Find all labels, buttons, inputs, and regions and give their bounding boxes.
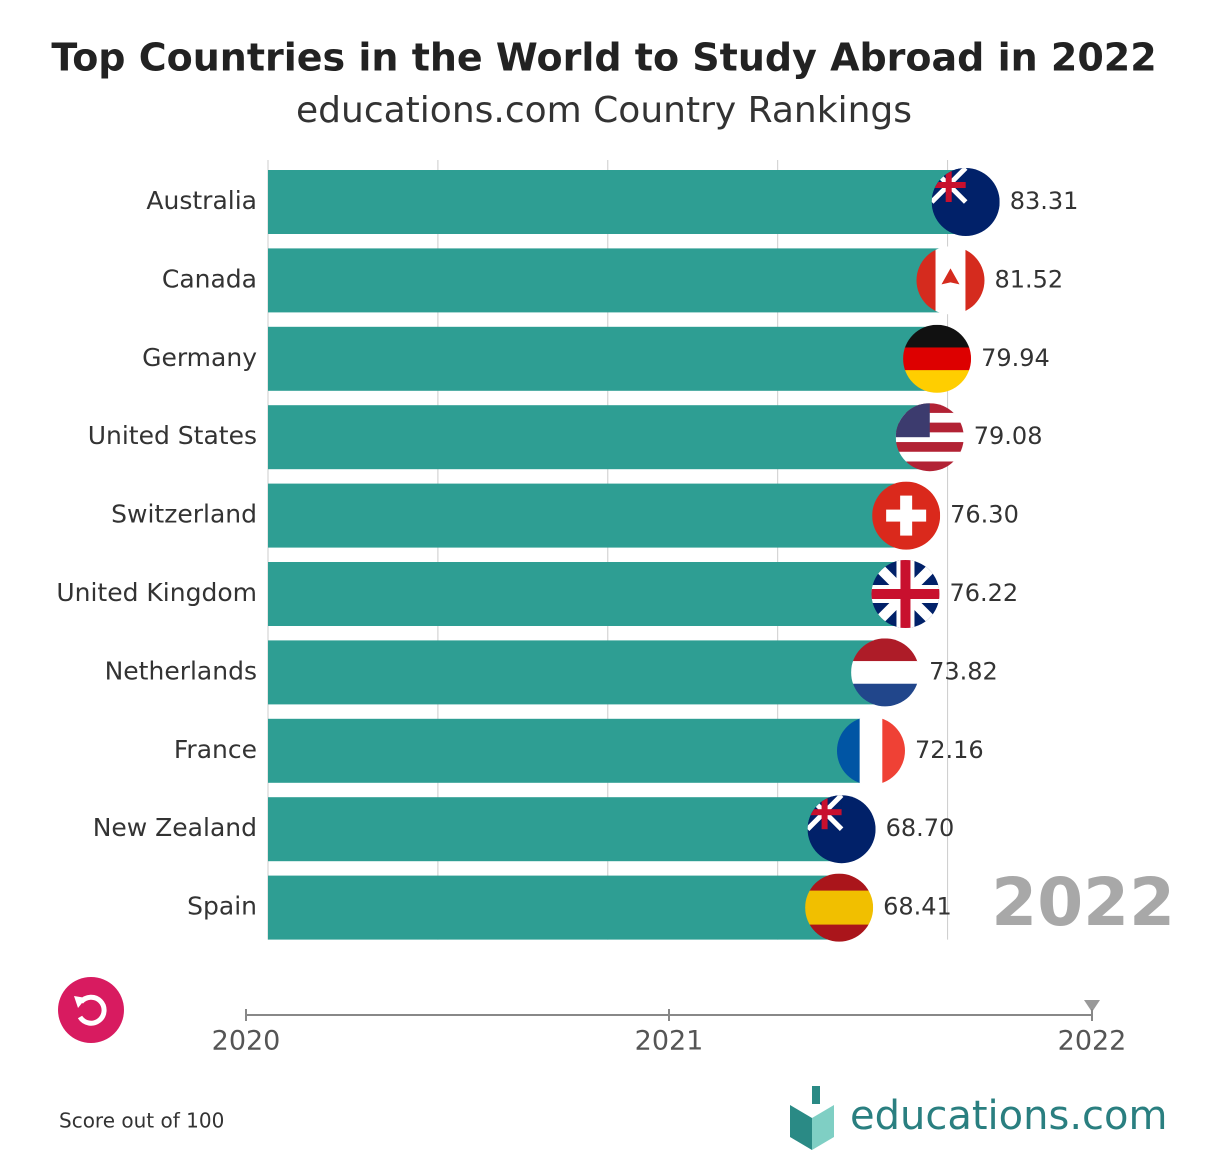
flag — [931, 168, 1000, 236]
y-tick-label: Germany — [142, 343, 257, 372]
flag-stripe — [859, 716, 883, 785]
y-tick-label: United Kingdom — [56, 578, 257, 607]
y-tick-label: Switzerland — [111, 500, 257, 529]
bar — [268, 170, 976, 234]
bar — [268, 640, 896, 705]
flag — [851, 638, 920, 707]
logo-icon — [790, 1105, 812, 1150]
chart-title: Top Countries in the World to Study Abro… — [51, 36, 1156, 80]
flag-stripe — [895, 432, 964, 443]
flag-stripe — [805, 890, 874, 909]
flag-stripe — [903, 347, 972, 371]
value-label: 79.94 — [981, 344, 1050, 372]
replay-button[interactable] — [58, 977, 124, 1043]
flag-cross — [871, 589, 940, 599]
replay-arrow[interactable] — [74, 996, 86, 1008]
flag-stripe — [895, 442, 964, 453]
value-label: 76.30 — [950, 501, 1019, 529]
bar — [268, 875, 850, 940]
replay-icon[interactable] — [77, 994, 107, 1026]
note: Score out of 100 — [59, 1109, 224, 1133]
timeline-label: 2020 — [212, 1026, 281, 1057]
timeline-label: 2021 — [635, 1026, 704, 1057]
y-tick-label: France — [174, 735, 257, 764]
y-tick-label: New Zealand — [93, 813, 257, 842]
flag-stripe — [851, 683, 920, 707]
value-label: 68.70 — [886, 814, 955, 842]
timeline-handle[interactable] — [1084, 1000, 1100, 1012]
flag — [903, 324, 972, 393]
flag-stripe — [882, 716, 905, 785]
value-label: 83.31 — [1010, 187, 1079, 215]
logo: educations.com — [790, 1086, 1167, 1150]
flag — [916, 246, 985, 315]
logo-icon — [812, 1105, 834, 1150]
timeline-label: 2022 — [1058, 1026, 1127, 1057]
value-label: 81.52 — [994, 265, 1063, 293]
flag-leaf — [941, 268, 960, 285]
brand: educations.com — [850, 1093, 1167, 1139]
chart-subtitle: educations.com Country Rankings — [296, 90, 912, 131]
flag — [872, 481, 941, 550]
y-tick-label: Australia — [146, 186, 257, 215]
y-tick-label: Spain — [187, 892, 257, 921]
value-label: 79.08 — [974, 422, 1043, 450]
bar — [268, 326, 948, 391]
flag-stripe — [903, 324, 972, 348]
logo-icon — [812, 1086, 820, 1104]
flag-stripe — [836, 716, 861, 785]
bar — [268, 405, 940, 470]
y-tick-label: United States — [88, 421, 257, 450]
flag — [871, 560, 940, 628]
bar — [268, 718, 881, 783]
y-tick-label: Netherlands — [105, 656, 257, 685]
bar — [268, 248, 961, 313]
flag-stripe — [895, 451, 964, 462]
flag — [805, 873, 874, 942]
bar — [268, 562, 916, 626]
flag — [807, 795, 876, 864]
value-label: 68.41 — [883, 893, 952, 921]
flag-stripe — [851, 638, 920, 662]
flag — [895, 403, 964, 472]
flag-stripe — [965, 246, 985, 315]
flag-stripe — [805, 907, 874, 926]
flag-stripe — [903, 370, 972, 393]
year-label: 2022 — [991, 864, 1175, 941]
flag-canton — [931, 182, 966, 188]
flag-stripe — [895, 461, 964, 472]
replay-circle[interactable] — [58, 977, 124, 1043]
flag-canton — [807, 809, 842, 816]
flag-cross — [886, 509, 927, 522]
flag — [836, 716, 905, 785]
bar — [268, 483, 917, 548]
y-tick-label: Canada — [162, 264, 257, 293]
flag-stripe — [851, 661, 920, 685]
value-label: 72.16 — [915, 736, 984, 764]
bar — [268, 797, 852, 862]
flag-stripe — [916, 246, 937, 315]
value-label: 76.22 — [949, 579, 1018, 607]
value-label: 73.82 — [929, 657, 998, 685]
